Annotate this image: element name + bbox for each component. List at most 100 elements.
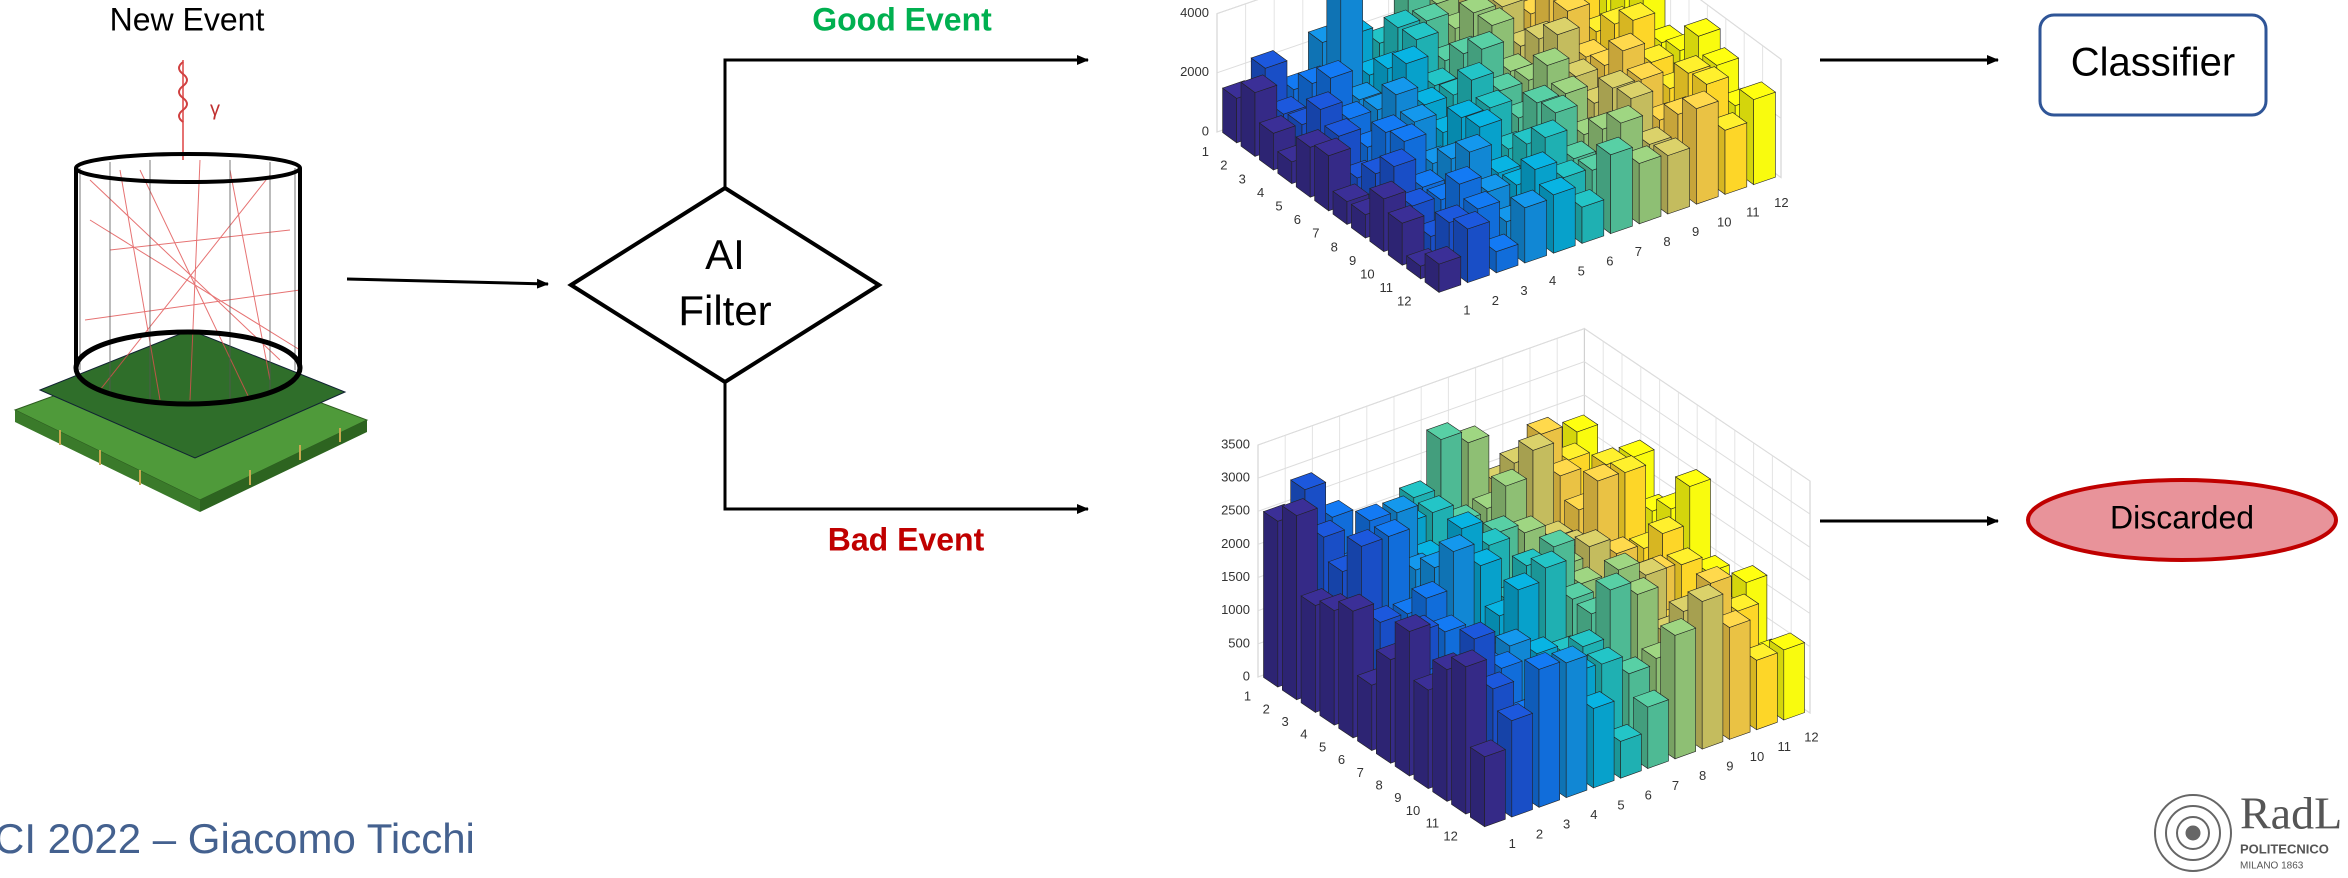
row-tick-label: 1 <box>1202 144 1209 159</box>
bar-face <box>1757 653 1778 730</box>
bar-face <box>1696 101 1718 204</box>
col-tick-label: 9 <box>1726 759 1733 774</box>
bar-face <box>1395 622 1409 776</box>
filter-label: AI <box>705 231 745 278</box>
row-tick-label: 11 <box>1380 280 1394 295</box>
bar-face <box>1668 148 1690 214</box>
col-tick-label: 7 <box>1635 244 1642 259</box>
row-tick-label: 4 <box>1300 727 1307 742</box>
bar-face <box>1729 620 1750 739</box>
row-tick-label: 1 <box>1244 689 1251 704</box>
row-tick-label: 8 <box>1375 778 1382 793</box>
row-tick-label: 10 <box>1360 267 1374 282</box>
bar-face <box>1264 512 1278 687</box>
row-tick-label: 4 <box>1257 185 1264 200</box>
bar-face <box>1376 650 1390 763</box>
bar-face <box>1339 602 1353 738</box>
row-tick-label: 6 <box>1338 752 1345 767</box>
classifier-label: Classifier <box>2071 41 2235 85</box>
bar-face <box>1525 200 1547 263</box>
bar-face <box>1553 187 1575 253</box>
arrow <box>725 382 1088 509</box>
z-tick-label: 0 <box>1243 668 1250 683</box>
col-tick-label: 8 <box>1699 768 1706 783</box>
bar-face <box>1566 656 1587 798</box>
row-tick-label: 8 <box>1331 239 1338 254</box>
bar-face <box>1639 156 1661 224</box>
bar-face <box>1470 747 1484 827</box>
bar-face <box>1452 657 1466 814</box>
discarded-label: Discarded <box>2110 499 2254 535</box>
z-tick-label: 2500 <box>1221 503 1250 518</box>
row-tick-label: 7 <box>1357 765 1364 780</box>
row-tick-label: 9 <box>1394 790 1401 805</box>
good-label: Good Event <box>812 1 992 37</box>
logo-line: POLITECNICO <box>2240 841 2329 856</box>
row-tick-label: 5 <box>1319 739 1326 754</box>
z-tick-label: 2000 <box>1180 64 1209 79</box>
bar-face <box>1433 660 1447 801</box>
row-tick-label: 11 <box>1426 816 1440 831</box>
z-tick-label: 3500 <box>1221 436 1250 451</box>
bar-face <box>1414 680 1428 788</box>
arrow <box>725 60 1088 188</box>
row-tick-label: 10 <box>1406 803 1420 818</box>
bar-face <box>1315 145 1329 210</box>
row-tick-label: 12 <box>1443 828 1457 843</box>
z-tick-label: 4000 <box>1180 5 1209 20</box>
photon-symbol: γ <box>210 98 220 120</box>
bar-face <box>1675 628 1696 759</box>
bar-face <box>1539 662 1560 807</box>
bar-face <box>1648 700 1669 769</box>
filter-label: Filter <box>678 287 771 334</box>
col-tick-label: 4 <box>1590 807 1597 822</box>
col-tick-label: 11 <box>1777 739 1791 754</box>
bar-face <box>1282 506 1296 700</box>
row-tick-label: 5 <box>1275 199 1282 214</box>
slide: New Event γ AI Filter Good Event Bad Eve… <box>0 0 2348 878</box>
bar-face <box>1320 601 1334 725</box>
bar-face <box>1241 82 1255 156</box>
col-tick-label: 12 <box>1774 195 1788 210</box>
bar-face <box>1784 643 1805 721</box>
z-tick-label: 1000 <box>1221 602 1250 617</box>
col-tick-label: 6 <box>1645 788 1652 803</box>
bar-face <box>1754 92 1776 185</box>
logo-line: MILANO 1863 <box>2240 861 2304 872</box>
col-tick-label: 1 <box>1463 303 1470 318</box>
bar-face <box>1621 734 1642 778</box>
logo-name: RadL <box>2240 788 2342 839</box>
arrow <box>347 279 548 284</box>
footer: CI 2022 – Giacomo Ticchi <box>0 815 475 862</box>
col-tick-label: 12 <box>1804 729 1818 744</box>
source-label: New Event <box>110 1 265 37</box>
row-tick-label: 9 <box>1349 253 1356 268</box>
row-tick-label: 2 <box>1220 158 1227 173</box>
col-tick-label: 2 <box>1492 293 1499 308</box>
filter-diamond <box>571 188 879 382</box>
page: {"source": {"label": "New Event", "photo… <box>0 0 2348 878</box>
col-tick-label: 2 <box>1536 826 1543 841</box>
row-tick-label: 2 <box>1263 701 1270 716</box>
z-tick-label: 1500 <box>1221 569 1250 584</box>
bar-face <box>1301 596 1315 713</box>
plots: 0200040001234567891011121234567891011120… <box>1180 0 1819 851</box>
z-tick-label: 500 <box>1228 635 1250 650</box>
bad-label: Bad Event <box>828 521 985 557</box>
col-tick-label: 8 <box>1663 234 1670 249</box>
col-tick-label: 3 <box>1520 283 1527 298</box>
bar-face <box>1370 189 1384 252</box>
logo <box>2155 795 2231 871</box>
col-tick-label: 10 <box>1717 214 1731 229</box>
bar-face <box>1702 594 1723 749</box>
col-tick-label: 11 <box>1746 205 1760 220</box>
row-tick-label: 7 <box>1312 226 1319 241</box>
col-tick-label: 4 <box>1549 273 1556 288</box>
bar-plot-3d: 0500100015002000250030003500123456789101… <box>1221 329 1819 852</box>
col-tick-label: 5 <box>1617 797 1624 812</box>
bar-face <box>1512 713 1533 817</box>
bar-face <box>1593 701 1614 788</box>
z-tick-label: 0 <box>1202 123 1209 138</box>
col-tick-label: 1 <box>1509 836 1516 851</box>
